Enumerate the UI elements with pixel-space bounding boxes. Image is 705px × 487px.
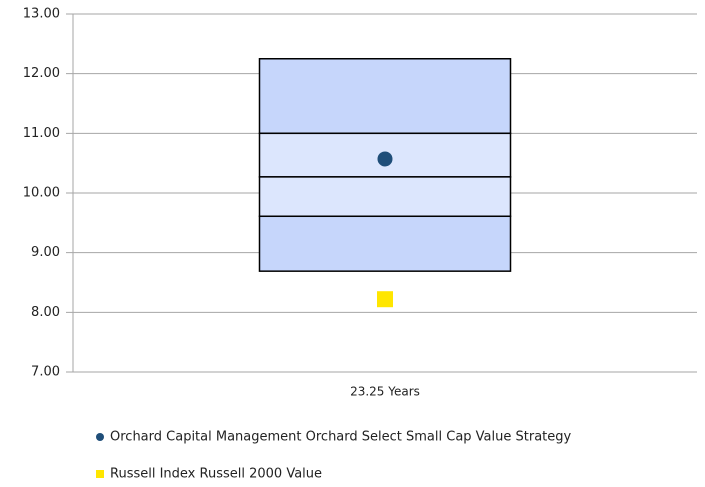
box-band	[258, 215, 512, 272]
point	[377, 151, 393, 167]
box-band	[258, 58, 512, 135]
y-tick-label: 10.00	[23, 186, 60, 201]
legend-marker	[96, 433, 104, 441]
y-tick-label: 13.00	[23, 7, 60, 22]
y-tick-label: 11.00	[23, 126, 60, 141]
point	[377, 291, 393, 308]
legend-label: Orchard Capital Management Orchard Selec…	[110, 430, 572, 445]
y-tick-label: 8.00	[31, 305, 60, 320]
y-tick-label: 7.00	[31, 365, 60, 380]
y-tick-label: 9.00	[31, 245, 60, 260]
x-tick-label: 23.25 Years	[350, 385, 420, 399]
box-band	[258, 176, 512, 218]
legend-label: Russell Index Russell 2000 Value	[110, 467, 322, 482]
y-tick-label: 12.00	[23, 66, 60, 81]
legend-marker	[96, 470, 104, 478]
